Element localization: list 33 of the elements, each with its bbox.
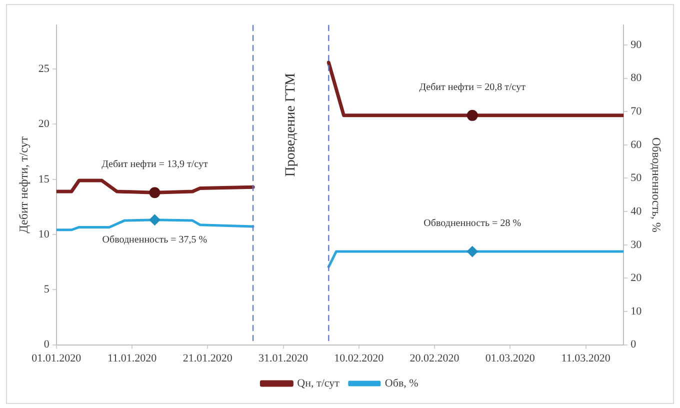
x-tick-label: 31.01.2020 <box>258 352 309 364</box>
x-tick-label: 20.02.2020 <box>410 352 460 364</box>
annotation: Дебит нефти = 20,8 т/сут <box>419 82 526 94</box>
annotation: Обводненность = 37,5 % <box>102 234 208 246</box>
y2-tick-label: 0 <box>630 338 637 351</box>
y2-axis-title: Обводненность, % <box>650 137 664 232</box>
y-tick-label: 0 <box>44 338 50 351</box>
y-tick-label: 15 <box>38 173 50 186</box>
x-tick-label: 11.01.2020 <box>107 352 158 364</box>
y2-tick-label: 80 <box>630 72 642 84</box>
legend-label: Обв, % <box>384 377 418 390</box>
y2-tick-label: 50 <box>630 172 642 184</box>
x-tick-label: 10.02.2020 <box>334 352 384 364</box>
x-tick-label: 01.01.2020 <box>32 352 82 364</box>
x-tick-label: 01.03.2020 <box>485 352 536 364</box>
y2-tick-label: 60 <box>630 138 642 151</box>
y2-tick-label: 40 <box>630 205 642 218</box>
x-tick-label: 11.03.2020 <box>561 352 611 364</box>
y2-tick-label: 70 <box>630 106 642 118</box>
y-tick-label: 10 <box>38 228 50 240</box>
legend-label: Qн, т/сут <box>297 377 340 390</box>
y-tick-label: 5 <box>44 284 50 296</box>
annotation: Обводненность = 28 % <box>424 218 522 230</box>
y2-tick-label: 90 <box>630 38 642 51</box>
y2-tick-label: 20 <box>630 272 642 284</box>
y-tick-label: 25 <box>38 63 50 75</box>
y2-tick-label: 10 <box>630 305 642 318</box>
x-tick-label: 21.01.2020 <box>182 352 233 364</box>
y2-tick-label: 30 <box>630 238 642 251</box>
y-axis-title: Дебит нефти, т/сут <box>16 136 30 234</box>
annotation: Проведение ГТМ <box>284 72 299 177</box>
y-tick-label: 20 <box>38 118 50 130</box>
annotation: Дебит нефти = 13,9 т/сут <box>102 159 208 170</box>
